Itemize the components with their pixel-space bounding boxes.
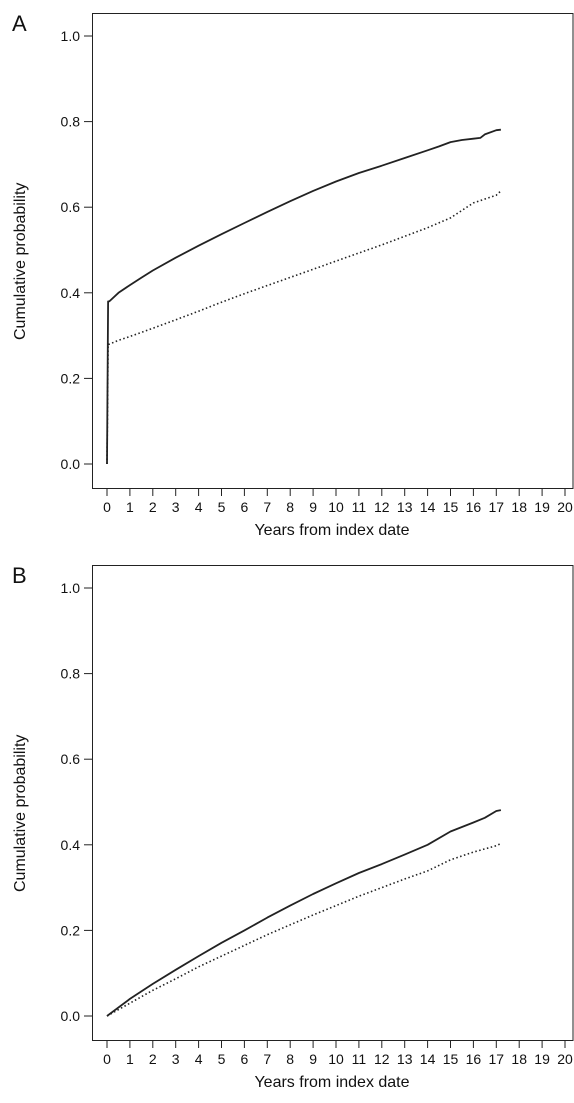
chart-a-svg: 0.00.20.40.60.81.00 1 2 3 4 5 6 7 8 9 10 11 12 13 14 15… (61, 13, 574, 515)
x-tick-label: 15 (443, 499, 459, 515)
y-tick-label: 0.8 (61, 114, 81, 130)
x-tick-label: 12 (374, 499, 390, 515)
x-tick-label: 6 (241, 499, 249, 515)
y-tick-label: 0.8 (61, 666, 81, 682)
x-tick-label: 14 (420, 499, 436, 515)
series-line-dotted (106, 190, 502, 465)
x-tick-label: 5 (218, 499, 226, 515)
y-axis-label: Cumulative probability (12, 734, 29, 892)
x-tick-label: 10 (328, 1051, 344, 1067)
x-tick-label: 0 (103, 499, 111, 515)
y-tick-label: 0.6 (61, 199, 81, 215)
x-axis-label: Years from index date (254, 1074, 410, 1091)
x-tick-label: 19 (534, 499, 550, 515)
plot-frame (92, 13, 574, 489)
x-tick-label: 7 (263, 499, 271, 515)
panel-label: B (12, 563, 27, 588)
x-axis-label: Years from index date (254, 522, 410, 539)
x-tick-label: 17 (489, 1051, 505, 1067)
x-tick-label: 3 (172, 1051, 180, 1067)
x-tick-label: 18 (511, 1051, 527, 1067)
x-tick-label: 13 (397, 1051, 413, 1067)
x-tick-label: 18 (511, 499, 527, 515)
x-tick-label: 9 (309, 499, 317, 515)
chart-panel-b: B 0.0 0.2 0.4 0.6 0.8 1.0 0 1 2 3 4 5 6 7 8 9 10 11 12 13 14… (0, 552, 574, 1103)
y-tick-label: 0.0 (61, 1008, 81, 1024)
x-tick-label: 4 (195, 499, 203, 515)
y-tick-label: 0.4 (61, 837, 81, 853)
y-tick-label: 0.2 (61, 370, 81, 386)
x-tick-label: 1 (126, 499, 134, 515)
x-tick-label: 4 (195, 1051, 203, 1067)
x-tick-label: 15 (443, 1051, 459, 1067)
plot-frame (92, 565, 574, 1041)
x-tick-label: 10 (328, 499, 344, 515)
x-tick-label: 16 (466, 499, 482, 515)
x-tick-label: 11 (352, 1051, 367, 1067)
x-tick-label: 14 (420, 1051, 436, 1067)
y-tick-label: 0.2 (61, 922, 81, 938)
x-tick-label: 11 (352, 499, 367, 515)
x-tick-label: 7 (263, 1051, 271, 1067)
x-tick-label: 19 (534, 1051, 550, 1067)
x-tick-label: 20 (557, 499, 573, 515)
y-tick-label: 0.0 (61, 456, 81, 472)
x-tick-label: 0 (103, 1051, 111, 1067)
x-tick-label: 5 (218, 1051, 226, 1067)
x-tick-label: 2 (149, 499, 157, 515)
x-tick-label: 12 (374, 1051, 390, 1067)
y-tick-label: 1.0 (61, 28, 81, 44)
y-tick-label: 1.0 (61, 580, 81, 596)
x-tick-label: 8 (286, 1051, 294, 1067)
series-line-solid (106, 128, 501, 465)
panel-label: A (12, 11, 27, 36)
x-tick-label: 2 (149, 1051, 157, 1067)
x-tick-label: 20 (557, 1051, 573, 1067)
x-tick-label: 8 (286, 499, 294, 515)
series-line-solid (106, 809, 502, 1017)
series-line-dotted (106, 842, 502, 1017)
chart-b-svg: 0.00.20.40.60.81.00 1 2 3 4 5 6 7 8 9 10 11 12 13 14 15… (61, 565, 574, 1067)
x-tick-label: 13 (397, 499, 413, 515)
chart-panel-a: A 0.0 0.2 0.4 0.6 0.8 1.0 0 1 2 3 4 5 6 7 8 9 10 11 12 13 14… (0, 0, 574, 551)
x-tick-label: 3 (172, 499, 180, 515)
x-tick-label: 9 (309, 1051, 317, 1067)
x-tick-label: 16 (466, 1051, 482, 1067)
x-tick-label: 1 (126, 1051, 134, 1067)
y-axis-label: Cumulative probability (12, 182, 29, 340)
y-tick-label: 0.6 (61, 751, 81, 767)
y-tick-label: 0.4 (61, 285, 81, 301)
x-tick-label: 6 (241, 1051, 249, 1067)
x-tick-label: 17 (489, 499, 505, 515)
